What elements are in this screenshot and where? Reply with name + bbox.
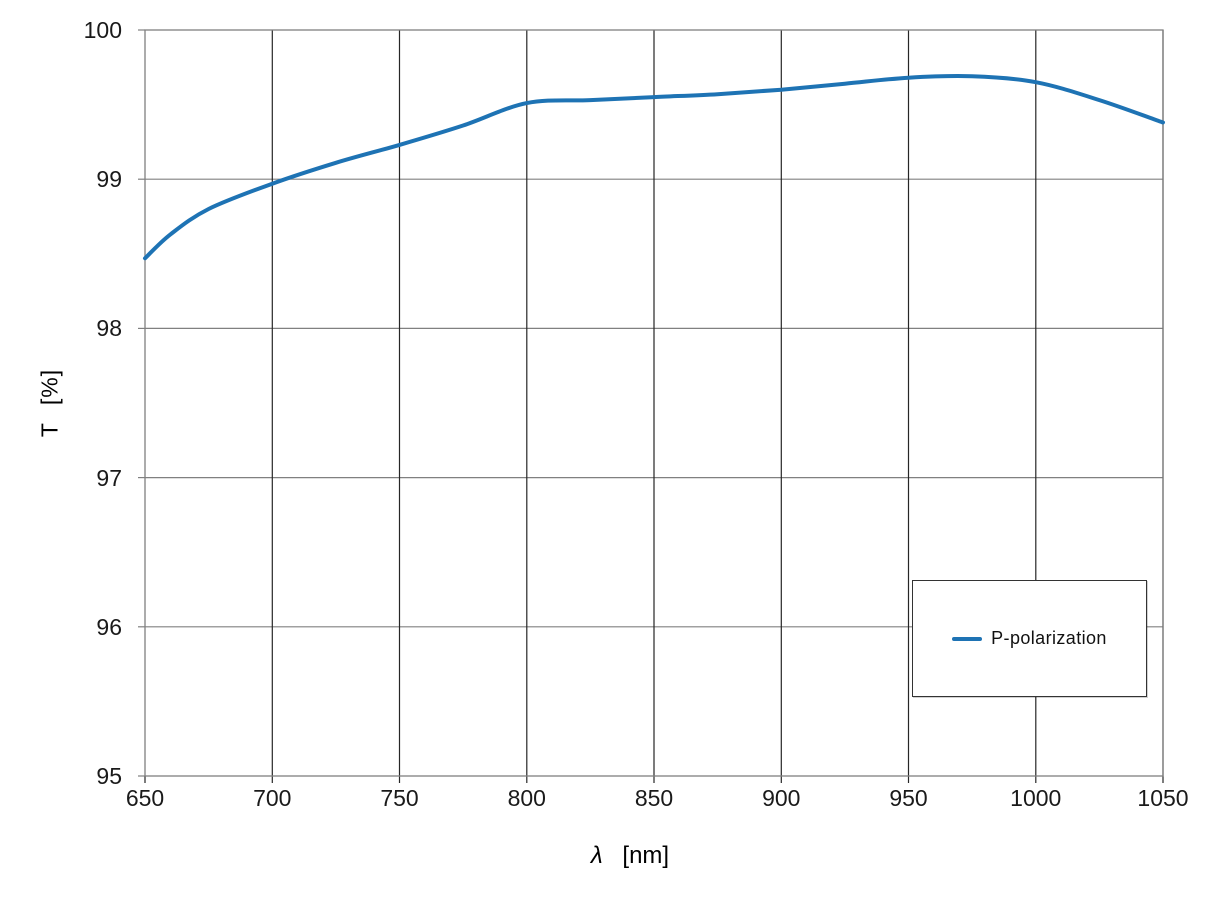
x-axis-title: λ [nm] — [591, 842, 669, 870]
y-tick-label-95: 95 — [96, 763, 122, 789]
legend: P-polarization — [912, 580, 1147, 697]
x-tick-label-1000: 1000 — [1010, 785, 1062, 811]
y-axis-unit: [%] — [36, 368, 63, 406]
p-polarization-curve — [143, 74, 1165, 261]
y-axis-symbol: T — [36, 422, 63, 438]
legend-line-sample — [952, 636, 983, 641]
x-tick-label-800: 800 — [507, 785, 546, 811]
legend-label: P-polarization — [991, 628, 1107, 648]
x-tick-label-650: 650 — [125, 785, 165, 811]
x-tick-label-700: 700 — [253, 785, 292, 811]
y-tick-label-100: 100 — [83, 17, 122, 43]
x-tick-label-850: 850 — [634, 785, 674, 811]
y-axis-title: T [%] — [37, 369, 64, 437]
x-axis-symbol: λ — [590, 842, 603, 869]
x-tick-label-1050: 1050 — [1137, 785, 1189, 811]
x-tick-label-750: 750 — [380, 785, 419, 811]
y-tick-label-99: 99 — [96, 166, 122, 193]
x-tick-label-950: 950 — [889, 785, 928, 811]
y-tick-label-97: 97 — [96, 464, 122, 491]
plot-border — [144, 29, 1164, 777]
x-tick-label-900: 900 — [762, 785, 801, 811]
y-tick-label-96: 96 — [96, 613, 122, 640]
y-tick-label-98: 98 — [96, 315, 122, 342]
x-axis-unit: [nm] — [622, 842, 670, 869]
